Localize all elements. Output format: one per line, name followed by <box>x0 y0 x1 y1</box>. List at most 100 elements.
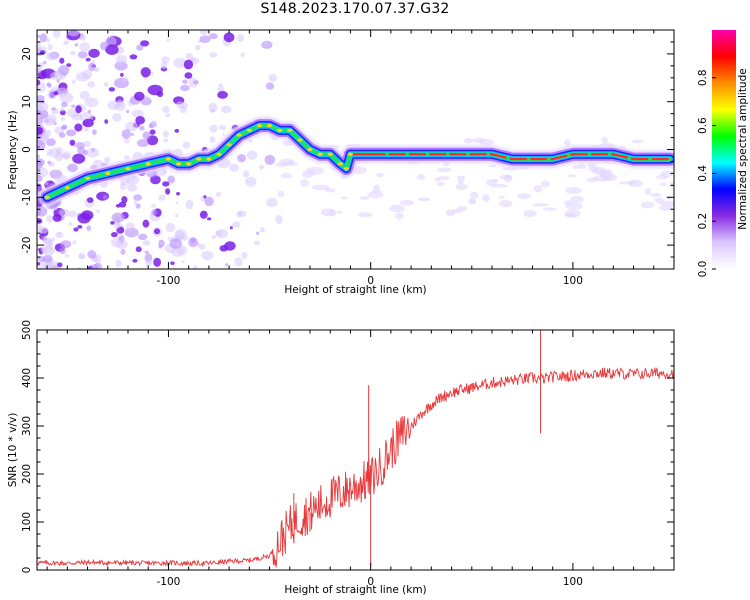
noise-blob <box>112 112 122 122</box>
spectrogram-ridge-hotspot <box>236 133 242 137</box>
noise-blob <box>51 107 56 111</box>
noise-blob <box>74 43 79 47</box>
noise-blob <box>492 178 499 182</box>
noise-blob <box>81 69 93 80</box>
noise-blob <box>532 203 549 207</box>
snr-panel: -100 0 100 0 100 200 300 400 500 Height of strai… <box>7 320 675 596</box>
colorbar: 0.0 0.2 0.4 0.6 0.8 Normalized spectral ampl… <box>697 30 749 277</box>
spectrogram-y-axis-label: Frequency (Hz) <box>7 110 19 189</box>
noise-blob <box>468 198 476 204</box>
noise-blob <box>87 250 97 259</box>
noise-blob <box>436 181 445 186</box>
noise-blob <box>125 222 135 232</box>
noise-blob <box>399 199 415 206</box>
noise-blob <box>222 132 225 136</box>
noise-blob <box>264 154 276 165</box>
noise-blob <box>218 124 227 131</box>
noise-blob <box>541 180 550 188</box>
noise-blob <box>120 72 124 77</box>
noise-blob <box>659 182 668 186</box>
noise-blob <box>417 197 431 202</box>
noise-blob <box>586 177 599 183</box>
spectrogram-y-tick-label: -10 <box>21 189 33 206</box>
noise-blob <box>126 183 138 192</box>
spectrogram-ridge-layer <box>38 116 674 207</box>
noise-blob <box>38 265 43 269</box>
noise-blob <box>163 138 169 143</box>
snr-y-tick-label: 500 <box>21 320 33 340</box>
noise-blob <box>564 212 578 218</box>
noise-blob <box>100 41 108 51</box>
noise-blob <box>38 109 49 120</box>
noise-blob <box>166 38 170 42</box>
noise-blob <box>659 205 673 211</box>
noise-blob <box>75 105 82 114</box>
noise-blob <box>77 51 88 59</box>
noise-blob <box>37 160 43 169</box>
noise-blob <box>111 212 125 223</box>
noise-blob <box>86 225 92 231</box>
noise-blob <box>64 254 70 258</box>
noise-blob <box>121 196 128 204</box>
snr-y-axis-label: SNR (10 * v/v) <box>7 413 19 488</box>
spectrogram-x-tick-label: -100 <box>157 275 181 287</box>
noise-blob <box>237 210 247 218</box>
spectrogram-ridge-hotspot <box>256 124 263 128</box>
noise-blob <box>133 194 143 201</box>
spectrogram-ridge-hotspot <box>277 128 283 132</box>
spectrogram-ridge-hotspot <box>206 157 212 161</box>
noise-blob <box>58 208 71 218</box>
noise-blob <box>185 52 193 61</box>
noise-blob <box>259 227 265 233</box>
noise-blob <box>37 154 40 159</box>
noise-blob <box>46 138 56 147</box>
noise-blob <box>209 33 218 40</box>
noise-blob <box>258 164 265 170</box>
noise-blob <box>87 81 96 88</box>
noise-blob <box>144 253 153 263</box>
noise-blob <box>498 199 513 208</box>
noise-blob <box>488 164 497 168</box>
colorbar-tick-label: 0.8 <box>697 69 709 86</box>
spectrogram-x-axis-label: Height of straight line (km) <box>284 284 426 296</box>
spectrogram-ridge-hotspot <box>327 152 333 156</box>
noise-blob <box>181 260 185 264</box>
noise-blob <box>51 237 56 242</box>
colorbar-tick-label: 0.4 <box>697 165 709 182</box>
noise-blob <box>86 197 94 203</box>
noise-blob <box>416 174 426 181</box>
noise-blob <box>336 210 343 214</box>
noise-blob <box>389 204 405 213</box>
noise-blob <box>37 183 42 191</box>
noise-blob <box>280 172 293 179</box>
noise-blob <box>61 125 67 130</box>
noise-blob <box>246 150 258 160</box>
noise-blob <box>136 44 144 51</box>
noise-blob <box>231 221 241 229</box>
noise-blob <box>217 90 228 99</box>
noise-blob <box>71 113 83 121</box>
noise-blob <box>659 200 674 207</box>
noise-blob <box>198 243 206 250</box>
noise-blob <box>37 126 44 135</box>
noise-blob <box>565 186 582 195</box>
noise-blob <box>165 188 171 195</box>
noise-blob <box>631 139 645 144</box>
noise-blob <box>219 245 229 252</box>
noise-blob <box>209 51 218 58</box>
noise-blob <box>210 108 216 113</box>
spectrogram-ridge-hotspot <box>287 128 293 132</box>
noise-blob <box>463 138 473 144</box>
noise-blob <box>644 188 652 195</box>
noise-blob <box>287 160 294 164</box>
snr-x-axis-label: Height of straight line (km) <box>284 584 426 596</box>
noise-blob <box>79 42 91 53</box>
noise-blob <box>328 209 337 217</box>
noise-blob <box>77 224 83 229</box>
noise-blob <box>37 174 43 183</box>
noise-blob <box>229 226 233 230</box>
noise-blob <box>242 170 250 178</box>
noise-blob <box>150 72 154 76</box>
